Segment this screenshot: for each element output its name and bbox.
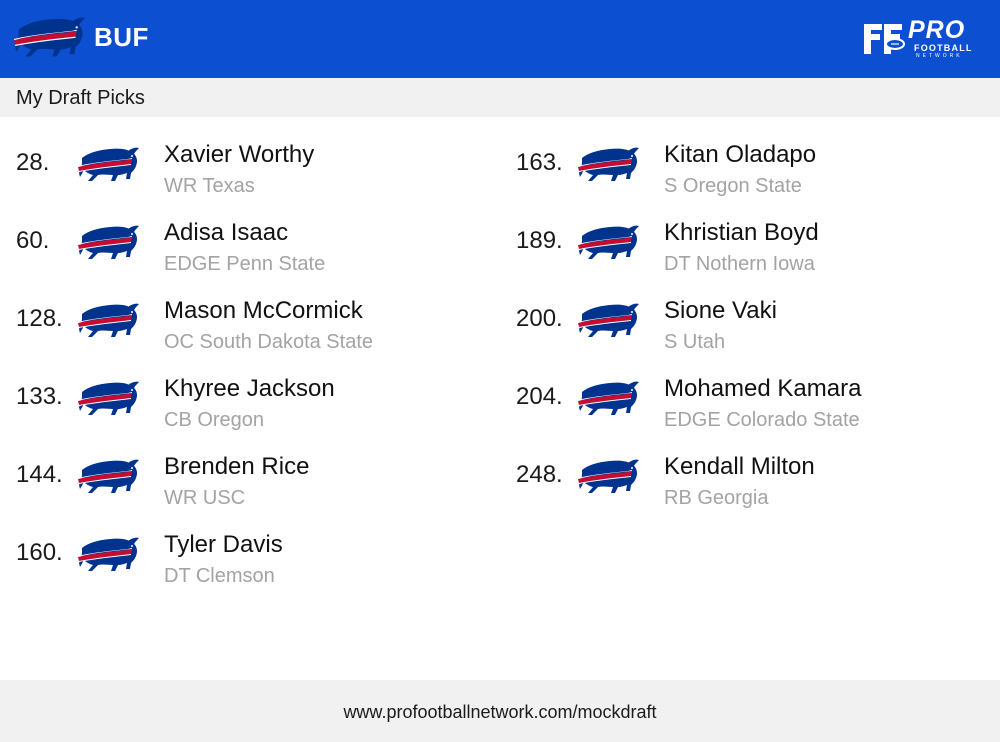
pick-number: 160. bbox=[16, 539, 63, 566]
pick-number: 200. bbox=[516, 305, 563, 332]
player-name: Khristian Boyd bbox=[664, 219, 819, 246]
pick-number: 163. bbox=[516, 149, 563, 176]
pick-row: 163. Kitan Oladapo S Oregon State bbox=[500, 117, 1000, 197]
buffalo-bills-logo-icon bbox=[578, 379, 640, 421]
player-position-school: WR USC bbox=[164, 487, 246, 509]
brand-network-text: NETWORK bbox=[916, 53, 963, 59]
pick-number: 204. bbox=[516, 383, 563, 410]
pick-number: 133. bbox=[16, 383, 63, 410]
player-name: Kendall Milton bbox=[664, 453, 815, 480]
pick-row: 28. Xavier Worthy WR Texas bbox=[0, 117, 500, 197]
pick-row: 144. Brenden Rice WR USC bbox=[0, 429, 500, 509]
pick-row: 189. Khristian Boyd DT Nothern Iowa bbox=[500, 195, 1000, 275]
player-position-school: EDGE Penn State bbox=[164, 253, 326, 275]
buffalo-bills-logo-icon bbox=[578, 223, 640, 265]
picks-column-right: 163. Kitan Oladapo S Oregon State 189. K… bbox=[500, 117, 1000, 509]
pick-row: 248. Kendall Milton RB Georgia bbox=[500, 429, 1000, 509]
section-header: My Draft Picks bbox=[0, 78, 1000, 117]
player-position-school: DT Clemson bbox=[164, 565, 275, 587]
brand-pro-text: PRO bbox=[908, 16, 966, 44]
buffalo-bills-logo-icon bbox=[78, 535, 140, 577]
pick-row: 128. Mason McCormick OC South Dakota Sta… bbox=[0, 273, 500, 353]
pick-number: 144. bbox=[16, 461, 63, 488]
buffalo-bills-logo-icon bbox=[578, 301, 640, 343]
player-name: Mohamed Kamara bbox=[664, 375, 862, 402]
player-position-school: S Oregon State bbox=[664, 175, 802, 197]
pfn-mark-icon bbox=[864, 24, 905, 54]
buffalo-bills-logo-icon bbox=[78, 223, 140, 265]
pick-row: 200. Sione Vaki S Utah bbox=[500, 273, 1000, 353]
player-position-school: EDGE Colorado State bbox=[664, 409, 860, 431]
player-position-school: DT Nothern Iowa bbox=[664, 253, 815, 275]
pick-number: 60. bbox=[16, 227, 50, 254]
player-name: Kitan Oladapo bbox=[664, 141, 817, 168]
pick-row: 204. Mohamed Kamara EDGE Colorado State bbox=[500, 351, 1000, 431]
player-position-school: RB Georgia bbox=[664, 487, 769, 509]
pro-football-network-logo-icon: PRO FOOTBALL NETWORK bbox=[862, 18, 984, 60]
player-name: Xavier Worthy bbox=[164, 141, 315, 168]
pick-row: 160. Tyler Davis DT Clemson bbox=[0, 507, 500, 587]
buffalo-bills-logo-icon bbox=[78, 379, 140, 421]
player-name: Brenden Rice bbox=[164, 453, 310, 480]
brand-football-text: FOOTBALL bbox=[914, 43, 973, 53]
pick-row: 133. Khyree Jackson CB Oregon bbox=[0, 351, 500, 431]
buffalo-bills-logo-icon bbox=[78, 301, 140, 343]
player-name: Sione Vaki bbox=[664, 297, 777, 324]
buffalo-bills-logo-icon bbox=[14, 14, 86, 64]
buffalo-bills-logo-icon bbox=[78, 145, 140, 187]
team-abbreviation: BUF bbox=[94, 22, 149, 52]
pick-number: 248. bbox=[516, 461, 563, 488]
footer-url: www.profootballnetwork.com/mockdraft bbox=[343, 702, 657, 722]
pick-number: 128. bbox=[16, 305, 63, 332]
player-position-school: WR Texas bbox=[164, 175, 255, 197]
pick-number: 189. bbox=[516, 227, 563, 254]
player-position-school: OC South Dakota State bbox=[164, 331, 374, 353]
player-position-school: S Utah bbox=[664, 331, 726, 353]
footer-bar: www.profootballnetwork.com/mockdraft bbox=[0, 680, 1000, 742]
buffalo-bills-logo-icon bbox=[578, 457, 640, 499]
buffalo-bills-logo-icon bbox=[78, 457, 140, 499]
section-title: My Draft Picks bbox=[16, 87, 145, 109]
player-position-school: CB Oregon bbox=[164, 409, 265, 431]
player-name: Tyler Davis bbox=[164, 531, 283, 558]
header-bar: BUF PRO FOOTBALL NETWORK bbox=[0, 0, 1000, 78]
player-name: Adisa Isaac bbox=[164, 219, 289, 246]
buffalo-bills-logo-icon bbox=[578, 145, 640, 187]
pick-row: 60. Adisa Isaac EDGE Penn State bbox=[0, 195, 500, 275]
player-name: Khyree Jackson bbox=[164, 375, 335, 402]
picks-column-left: 28. Xavier Worthy WR Texas 60. Adisa Isa… bbox=[0, 117, 500, 587]
pick-number: 28. bbox=[16, 149, 50, 176]
player-name: Mason McCormick bbox=[164, 297, 363, 324]
